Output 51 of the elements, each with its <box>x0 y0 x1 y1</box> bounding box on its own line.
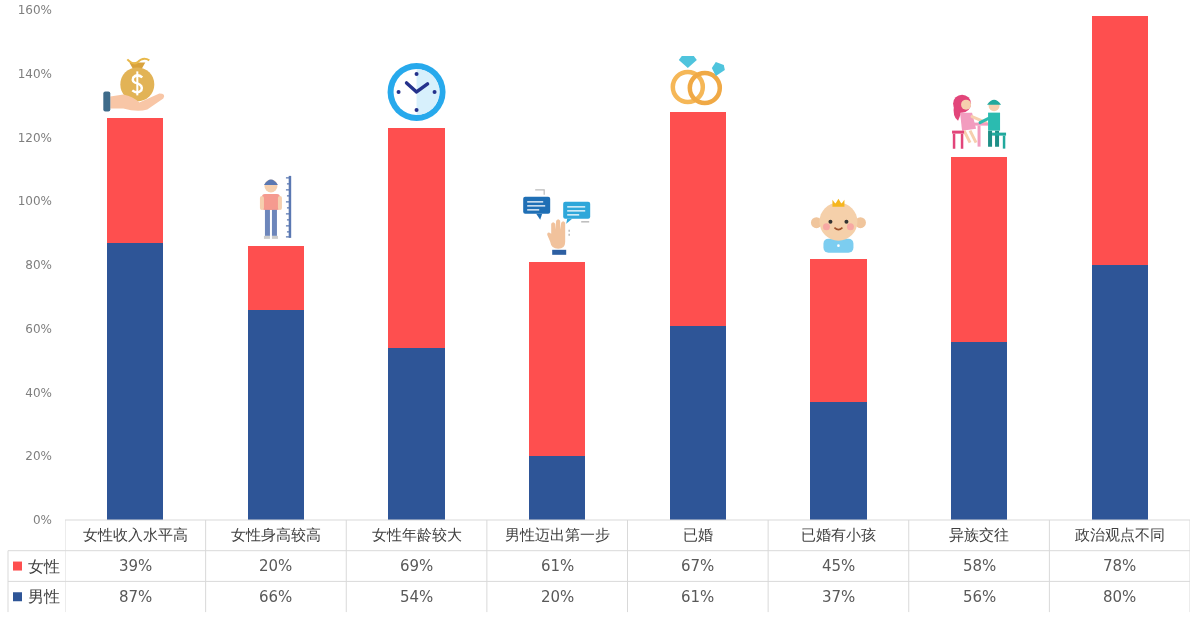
x-tick-label: 女性收入水平高 <box>83 526 188 544</box>
x-tick-label: 已婚 <box>683 526 713 544</box>
data-label: 39% <box>119 557 153 575</box>
x-tick-label: 男性迈出第一步 <box>505 526 610 544</box>
bar <box>669 325 726 520</box>
bar <box>107 118 164 243</box>
data-label: 56% <box>963 588 997 606</box>
x-tick-label: 已婚有小孩 <box>801 526 876 544</box>
data-label: 78% <box>1103 557 1137 575</box>
y-tick-label: 0% <box>32 513 52 528</box>
y-tick-label: 20% <box>25 449 52 464</box>
legend-label: 女性 <box>28 557 60 576</box>
bar <box>388 347 445 520</box>
data-label: 87% <box>119 588 153 606</box>
data-label: 20% <box>541 588 575 606</box>
bar <box>1091 16 1148 265</box>
legend-label: 男性 <box>28 587 60 606</box>
bar <box>247 245 305 310</box>
data-label: 20% <box>259 557 293 575</box>
data-label: 66% <box>259 588 293 606</box>
y-tick-label: 140% <box>17 66 52 81</box>
y-tick-label: 100% <box>17 194 52 209</box>
data-label: 69% <box>400 557 434 575</box>
data-label: 67% <box>681 557 715 575</box>
bar <box>950 341 1008 520</box>
bar <box>810 402 867 520</box>
y-tick-label: 40% <box>25 385 52 400</box>
data-label: 45% <box>822 557 856 575</box>
data-label: 80% <box>1103 588 1137 606</box>
bar <box>107 242 164 520</box>
data-label: 61% <box>541 557 575 575</box>
x-tick-label: 女性年龄较大 <box>372 526 462 544</box>
data-label: 61% <box>681 588 715 606</box>
bar <box>529 261 586 457</box>
x-tick-label: 异族交往 <box>949 526 1009 544</box>
data-label: 54% <box>400 588 434 606</box>
bar <box>669 112 726 326</box>
bar <box>388 127 445 348</box>
y-tick-label: 120% <box>17 130 52 145</box>
y-tick-label: 160% <box>17 3 52 18</box>
bar <box>529 456 586 520</box>
bar <box>247 309 305 520</box>
bar <box>950 156 1008 342</box>
x-tick-label: 女性身高较高 <box>231 526 321 544</box>
y-tick-label: 60% <box>25 321 52 336</box>
data-label: 37% <box>822 588 856 606</box>
bar <box>810 258 867 403</box>
y-tick-label: 80% <box>25 258 52 273</box>
data-label: 58% <box>963 557 997 575</box>
x-tick-label: 政治观点不同 <box>1075 526 1165 544</box>
bar <box>1091 265 1148 520</box>
